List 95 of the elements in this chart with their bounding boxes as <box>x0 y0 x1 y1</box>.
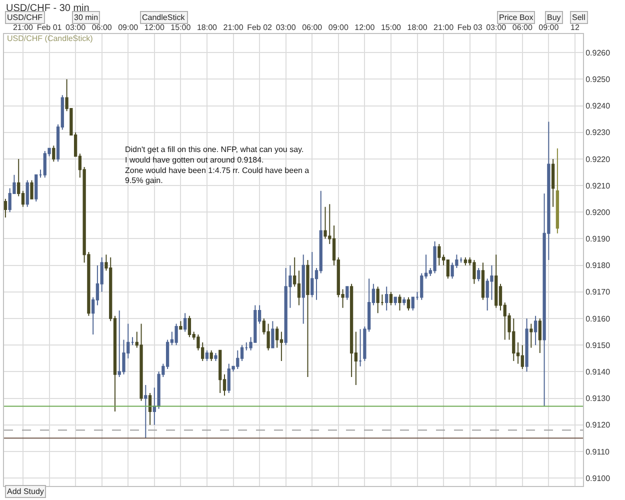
chart-subtitle: USD/CHF (CandleStick) <box>7 34 94 43</box>
candlestick <box>38 169 42 178</box>
y-tick-label: 0.9220 <box>586 154 611 164</box>
y-tick-label: 0.9200 <box>586 208 611 217</box>
y-tick-label: 0.9240 <box>586 102 611 111</box>
candlestick <box>302 254 305 324</box>
candlestick <box>148 392 152 426</box>
candlestick <box>525 318 528 372</box>
y-tick-label: 0.9250 <box>586 75 611 84</box>
x-tick-label: 09:00 <box>118 22 139 32</box>
candlestick <box>394 296 397 306</box>
candlestick <box>481 262 485 300</box>
text: 30 min <box>74 13 98 22</box>
candlestick <box>152 387 156 426</box>
candlestick <box>520 344 524 370</box>
x-tick-label: 15:00 <box>170 22 192 32</box>
candlestick <box>385 286 388 312</box>
y-tick-label: 0.9120 <box>586 420 611 430</box>
candlestick <box>218 350 222 394</box>
candlestick <box>52 145 56 162</box>
candlestick <box>34 174 38 202</box>
y-tick-label: 0.9100 <box>586 474 611 483</box>
y-tick-label: 0.9160 <box>586 314 611 324</box>
candlestick <box>402 296 406 306</box>
y-tick-label: 0.9150 <box>586 340 611 350</box>
x-tick-label: 03:00 <box>66 22 86 32</box>
x-tick-label: Feb 01 <box>36 22 62 32</box>
x-tick-label: 06:00 <box>512 22 533 32</box>
y-tick-label: 0.9180 <box>586 261 611 270</box>
x-tick-label: 09:00 <box>538 22 560 32</box>
candlestick <box>494 254 498 308</box>
candlestick <box>389 291 393 306</box>
candlestick <box>556 148 560 234</box>
x-tick-label: 12 <box>570 22 580 32</box>
candlestick <box>530 323 533 348</box>
candlestick <box>4 198 8 218</box>
candlestick <box>406 296 410 312</box>
candlestick <box>306 260 310 378</box>
x-tick-label: 21:00 <box>223 22 244 32</box>
candlestick <box>144 384 148 439</box>
candlestick <box>438 244 441 266</box>
candlestick <box>398 294 402 312</box>
candlestick <box>214 352 218 362</box>
x-tick-label: 06:00 <box>92 22 112 32</box>
x-tick-label: 21:00 <box>12 22 34 32</box>
candlestick <box>184 312 187 332</box>
text: Price Box <box>499 13 534 22</box>
candlestick <box>534 315 538 346</box>
candlestick <box>472 260 476 284</box>
x-tick-label: 18:00 <box>407 22 428 32</box>
text: USD/CHF <box>7 13 43 22</box>
x-tick-label: 03:00 <box>486 22 507 32</box>
annotation: Didn't get a fill on this one. NFP, what can you say. I would have gotten out around 0.9184. Zone would have been 1:4.75 rr. Could have been a 9.5% gain. <box>125 145 310 186</box>
candlestick <box>140 323 143 402</box>
candlestick <box>26 180 29 208</box>
y-tick-label: 0.9110 <box>586 447 610 456</box>
y-tick-label: 0.9170 <box>586 288 611 297</box>
candlestick <box>433 240 436 274</box>
candlestick <box>130 336 134 346</box>
x-tick-label: Feb 03 <box>457 22 483 32</box>
candlestick <box>271 320 274 348</box>
candlestick <box>188 315 192 338</box>
candlestick <box>205 350 209 362</box>
text: Add Study <box>7 487 44 496</box>
candlestick <box>174 323 178 346</box>
y-tick-label: 0.9130 <box>586 394 611 404</box>
text: Buy <box>547 13 561 22</box>
y-tick-label: 0.9190 <box>586 234 611 244</box>
candlestick <box>538 318 542 354</box>
candlestick <box>179 320 182 330</box>
x-tick-label: 21:00 <box>434 22 454 32</box>
chart-title: USD/CHF - 30 min <box>6 3 90 14</box>
x-tick-label: 03:00 <box>276 22 296 32</box>
candlestick <box>376 286 380 314</box>
y-tick-label: 0.9140 <box>586 367 611 376</box>
x-tick-label: 15:00 <box>380 22 402 32</box>
candlestick <box>551 158 555 208</box>
x-tick-label: 12:00 <box>354 22 376 32</box>
x-tick-label: Feb 02 <box>247 22 273 32</box>
x-tick-label: 09:00 <box>328 22 349 32</box>
x-tick-label: 06:00 <box>302 22 323 32</box>
y-tick-label: 0.9260 <box>586 48 611 58</box>
candlestick <box>464 256 468 266</box>
candlestick <box>30 180 34 200</box>
text: CandleStick <box>142 13 186 22</box>
x-tick-label: 18:00 <box>196 22 218 32</box>
y-tick-label: 0.9230 <box>586 128 611 138</box>
candlestick <box>210 350 213 362</box>
candlestick <box>346 286 349 300</box>
candlestick <box>477 267 480 282</box>
candlestick <box>358 328 362 367</box>
x-tick-label: 12:00 <box>144 22 165 32</box>
y-tick-label: 0.9210 <box>586 181 611 190</box>
candlestick <box>310 252 314 298</box>
text: Sell <box>572 13 586 22</box>
